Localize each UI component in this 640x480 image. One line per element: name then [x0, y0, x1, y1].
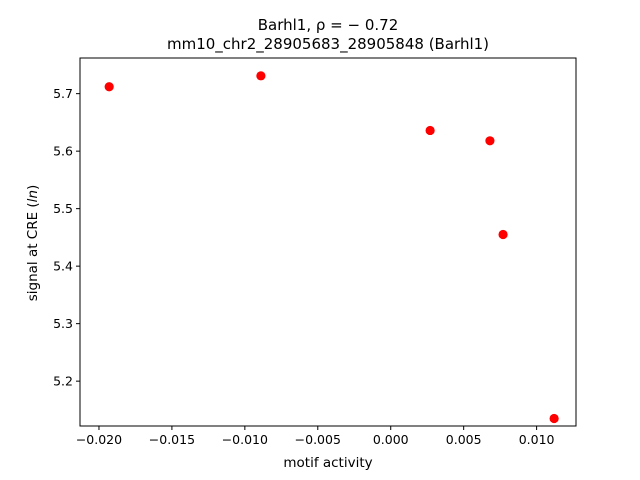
y-axis-label-italic: ln — [25, 190, 41, 202]
x-tick-label-6: 0.010 — [519, 432, 555, 447]
y-axis-label: signal at CRE (ln) — [25, 185, 41, 302]
y-axis-label-prefix: signal at CRE ( — [25, 202, 41, 301]
x-tick-label-0: −0.020 — [76, 432, 122, 447]
x-axis-label: motif activity — [283, 455, 372, 471]
data-point-4 — [498, 229, 508, 240]
y-tick-label-3: 5.5 — [53, 201, 73, 216]
chart-title-line1: Barhl1, ρ = − 0.72 — [258, 16, 399, 34]
x-tick-label-4: 0.000 — [373, 432, 409, 447]
data-point-3 — [485, 136, 495, 146]
x-tick-label-2: −0.010 — [222, 432, 268, 447]
y-axis-label-suffix: ) — [25, 185, 41, 190]
y-tick-label-0: 5.2 — [53, 374, 73, 389]
data-point-2 — [425, 125, 435, 136]
axes-frame — [79, 57, 577, 427]
y-tick-label-1: 5.3 — [53, 316, 73, 331]
data-point-1 — [256, 71, 266, 81]
plot-area: −0.020 −0.015 −0.010 −0.005 0.000 0.005 0.010 5… — [53, 57, 577, 447]
data-point-0 — [104, 82, 114, 92]
data-point-5 — [549, 413, 559, 424]
y-tick-label-4: 5.6 — [53, 144, 73, 159]
y-tick-label-2: 5.4 — [53, 259, 73, 274]
chart-title-line2: mm10_chr2_28905683_28905848 (Barhl1) — [167, 35, 489, 54]
x-tick-label-5: 0.005 — [446, 432, 482, 447]
x-tick-label-1: −0.015 — [149, 432, 195, 447]
y-tick-label-5: 5.7 — [53, 86, 73, 101]
x-tick-label-3: −0.005 — [295, 432, 341, 447]
